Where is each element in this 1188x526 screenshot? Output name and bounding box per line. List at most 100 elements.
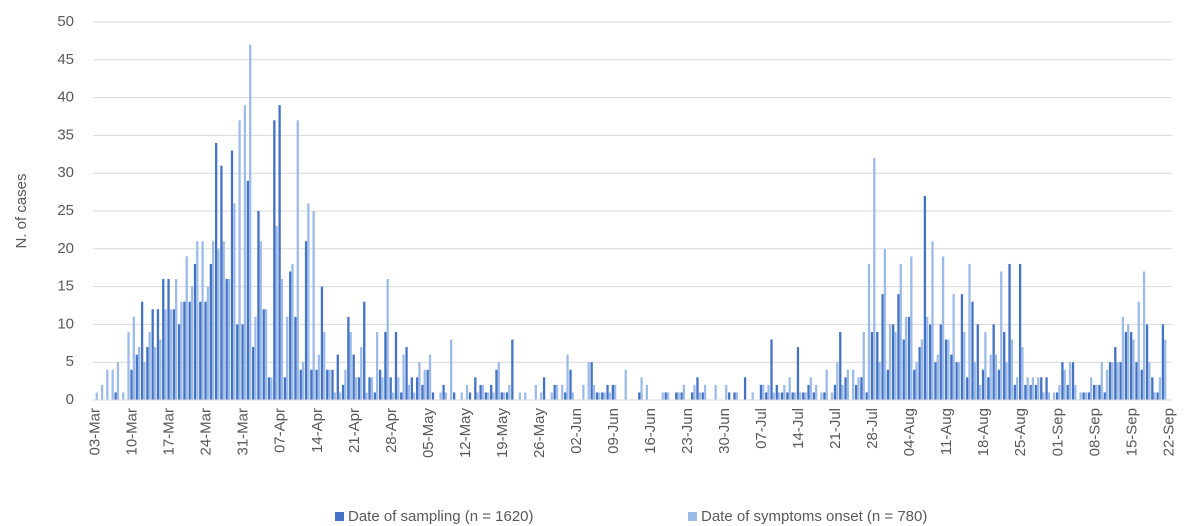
bar — [257, 211, 260, 400]
bar — [1040, 377, 1043, 400]
bar — [799, 392, 802, 400]
bar — [987, 377, 990, 400]
bar — [1068, 362, 1072, 400]
bar — [735, 392, 738, 400]
bar — [963, 331, 966, 400]
bar — [1158, 377, 1162, 400]
bar — [1111, 362, 1114, 400]
bar — [299, 369, 302, 400]
bar — [555, 384, 559, 400]
bar — [1124, 331, 1128, 400]
bar — [913, 369, 916, 400]
bar — [254, 316, 257, 400]
bar — [492, 392, 495, 400]
bar — [368, 377, 371, 400]
bar — [243, 105, 247, 400]
bar — [1018, 263, 1022, 400]
bar — [275, 226, 278, 400]
bar — [1114, 347, 1117, 400]
bar — [664, 392, 667, 400]
bar — [304, 241, 308, 400]
bar — [450, 339, 453, 400]
x-tick-label: 09-Jun — [605, 408, 622, 454]
bar — [645, 384, 649, 400]
bar — [169, 309, 172, 400]
bar — [714, 384, 717, 400]
bar — [728, 392, 731, 400]
bar — [876, 331, 879, 400]
bar — [233, 203, 236, 400]
bar — [1090, 377, 1093, 400]
bar — [696, 377, 699, 400]
bar — [598, 392, 601, 400]
x-tick-label: 21-Apr — [346, 408, 363, 453]
bar — [926, 316, 929, 400]
bar — [920, 339, 924, 400]
bar — [1034, 384, 1038, 400]
bar — [613, 384, 617, 400]
bar — [693, 384, 696, 400]
bar — [923, 195, 927, 400]
x-tick-label: 10-Mar — [124, 408, 141, 456]
bar — [301, 362, 305, 400]
bar — [701, 392, 704, 400]
bar — [135, 354, 138, 400]
bar — [786, 392, 789, 400]
bar — [317, 354, 321, 400]
bar — [307, 203, 310, 400]
y-tick-label: 30 — [57, 164, 74, 181]
bar — [751, 392, 754, 400]
x-tick-label: 22-Sep — [1160, 408, 1177, 456]
bar — [1151, 377, 1154, 400]
bar — [703, 384, 707, 400]
bar — [238, 120, 241, 400]
bar — [1161, 324, 1165, 400]
bar — [222, 241, 225, 400]
bar — [264, 309, 268, 400]
bar — [941, 256, 945, 400]
y-tick-label: 0 — [66, 391, 74, 408]
bar — [955, 362, 958, 400]
bar — [373, 392, 376, 400]
x-tick-label: 01-Sep — [1049, 408, 1066, 456]
bar — [137, 347, 141, 400]
bar — [95, 392, 98, 400]
bar — [841, 384, 844, 400]
bar — [976, 324, 979, 400]
bar — [939, 324, 942, 400]
bar — [111, 369, 114, 400]
bar — [153, 347, 157, 400]
bar — [199, 301, 202, 400]
bar — [767, 384, 770, 400]
bar — [172, 309, 175, 400]
bar — [804, 392, 807, 400]
bar — [431, 392, 435, 400]
bar — [270, 377, 273, 400]
bar — [680, 392, 683, 400]
bar — [603, 392, 606, 400]
bar — [389, 377, 392, 400]
bar — [783, 384, 786, 400]
bar — [989, 354, 992, 400]
bar — [582, 384, 585, 400]
bar — [1010, 339, 1013, 400]
bar — [1164, 339, 1167, 400]
bar — [1052, 392, 1056, 400]
bar — [825, 369, 828, 400]
bar — [966, 377, 969, 400]
bar — [1061, 362, 1064, 400]
x-tick-label: 23-Jun — [679, 408, 696, 454]
bar — [344, 369, 347, 400]
bar — [259, 241, 262, 400]
y-tick-label: 35 — [57, 126, 74, 143]
bar — [814, 384, 818, 400]
bar — [460, 392, 463, 400]
bar — [352, 354, 355, 400]
bar — [802, 392, 805, 400]
bar — [505, 392, 509, 400]
bar — [363, 301, 366, 400]
bar — [407, 384, 411, 400]
bar — [183, 301, 186, 400]
bar — [410, 377, 413, 400]
